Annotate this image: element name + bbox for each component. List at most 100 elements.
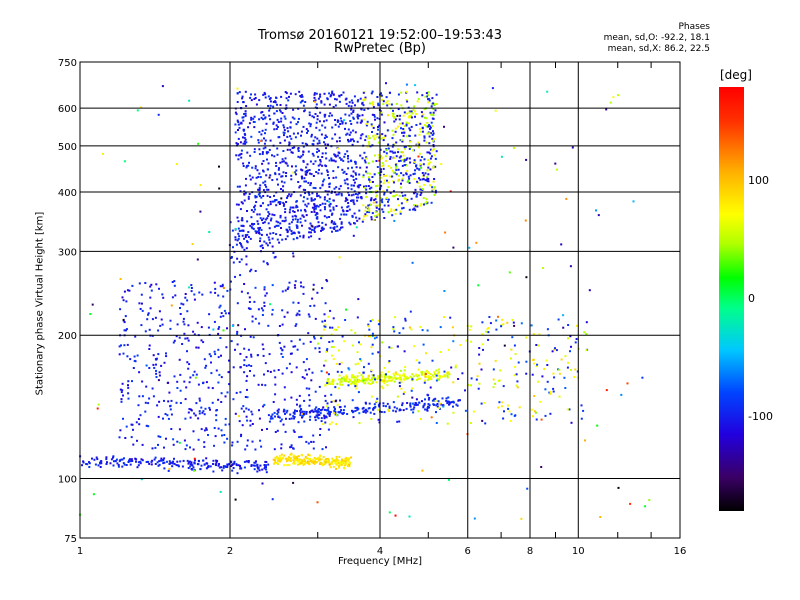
data-point: [494, 382, 497, 385]
data-point: [315, 204, 318, 207]
data-point: [187, 467, 190, 469]
data-point: [298, 186, 301, 189]
data-point: [324, 408, 326, 411]
data-point: [406, 100, 409, 103]
data-point: [262, 222, 265, 224]
data-point: [438, 374, 441, 377]
data-point: [260, 233, 263, 236]
data-point: [261, 111, 264, 113]
data-point: [328, 159, 331, 162]
data-point: [235, 142, 238, 145]
data-point: [300, 459, 303, 461]
data-point: [141, 309, 144, 312]
y-tick-label: 300: [58, 247, 77, 258]
data-point: [209, 408, 211, 411]
data-point: [253, 461, 256, 464]
data-point: [417, 141, 420, 144]
data-point: [318, 456, 321, 459]
data-point: [300, 454, 303, 457]
data-point: [340, 158, 343, 161]
data-point: [425, 369, 428, 372]
data-point: [231, 441, 234, 444]
data-point: [239, 190, 242, 193]
data-point: [303, 177, 306, 180]
data-point: [319, 159, 322, 161]
data-point: [376, 375, 379, 378]
data-point: [426, 176, 429, 179]
data-point: [155, 363, 157, 366]
data-point: [321, 221, 324, 224]
data-point: [513, 344, 516, 347]
data-point: [148, 397, 151, 400]
data-point: [274, 100, 277, 103]
data-point: [314, 205, 317, 208]
data-point: [292, 132, 295, 135]
data-point: [405, 99, 408, 101]
data-point: [276, 409, 279, 412]
data-point: [234, 123, 237, 126]
data-point: [374, 185, 377, 188]
data-point: [410, 408, 413, 411]
data-point: [373, 115, 376, 118]
data-point: [245, 141, 248, 144]
data-point: [478, 347, 481, 349]
data-point: [302, 104, 305, 107]
data-point: [370, 197, 373, 200]
data-point: [334, 119, 336, 121]
data-point: [312, 434, 315, 437]
data-point: [359, 343, 362, 346]
data-point: [398, 381, 401, 384]
data-point: [342, 210, 345, 213]
data-point: [277, 224, 280, 227]
data-point: [357, 298, 360, 301]
data-point: [251, 320, 254, 323]
data-point: [470, 377, 473, 380]
data-point: [525, 276, 528, 279]
data-point: [366, 120, 369, 123]
data-point: [296, 221, 299, 223]
data-point: [208, 231, 211, 233]
data-point: [446, 375, 449, 377]
data-point: [293, 411, 296, 414]
data-point: [233, 460, 236, 463]
data-point: [218, 373, 221, 376]
data-point: [158, 287, 160, 290]
data-point: [316, 118, 319, 121]
data-point: [128, 458, 131, 461]
data-point: [264, 183, 267, 186]
data-point: [292, 238, 295, 241]
data-point: [319, 454, 322, 457]
data-point: [141, 395, 144, 398]
data-point: [295, 314, 298, 317]
data-point: [394, 371, 397, 374]
data-point: [261, 383, 264, 386]
data-point: [427, 405, 429, 408]
data-point: [336, 461, 338, 464]
data-point: [553, 348, 556, 351]
data-point: [167, 400, 170, 403]
data-point: [297, 463, 299, 466]
data-point: [140, 458, 143, 461]
data-point: [363, 382, 366, 384]
data-point: [417, 146, 420, 149]
data-point: [302, 464, 305, 466]
data-point: [290, 137, 293, 140]
data-point: [492, 368, 495, 371]
data-point: [371, 176, 374, 178]
data-point: [293, 146, 296, 149]
data-point: [324, 323, 327, 326]
data-point: [241, 95, 244, 98]
data-point: [402, 154, 405, 157]
data-point: [265, 468, 268, 471]
data-point: [368, 172, 371, 175]
data-point: [272, 105, 275, 108]
data-point: [258, 118, 261, 121]
data-point: [361, 114, 364, 117]
data-point: [300, 95, 303, 98]
data-point: [323, 115, 326, 118]
data-point: [356, 115, 359, 118]
data-point: [372, 101, 375, 103]
data-point: [381, 201, 384, 204]
data-point: [361, 157, 364, 160]
data-points: [79, 82, 651, 520]
